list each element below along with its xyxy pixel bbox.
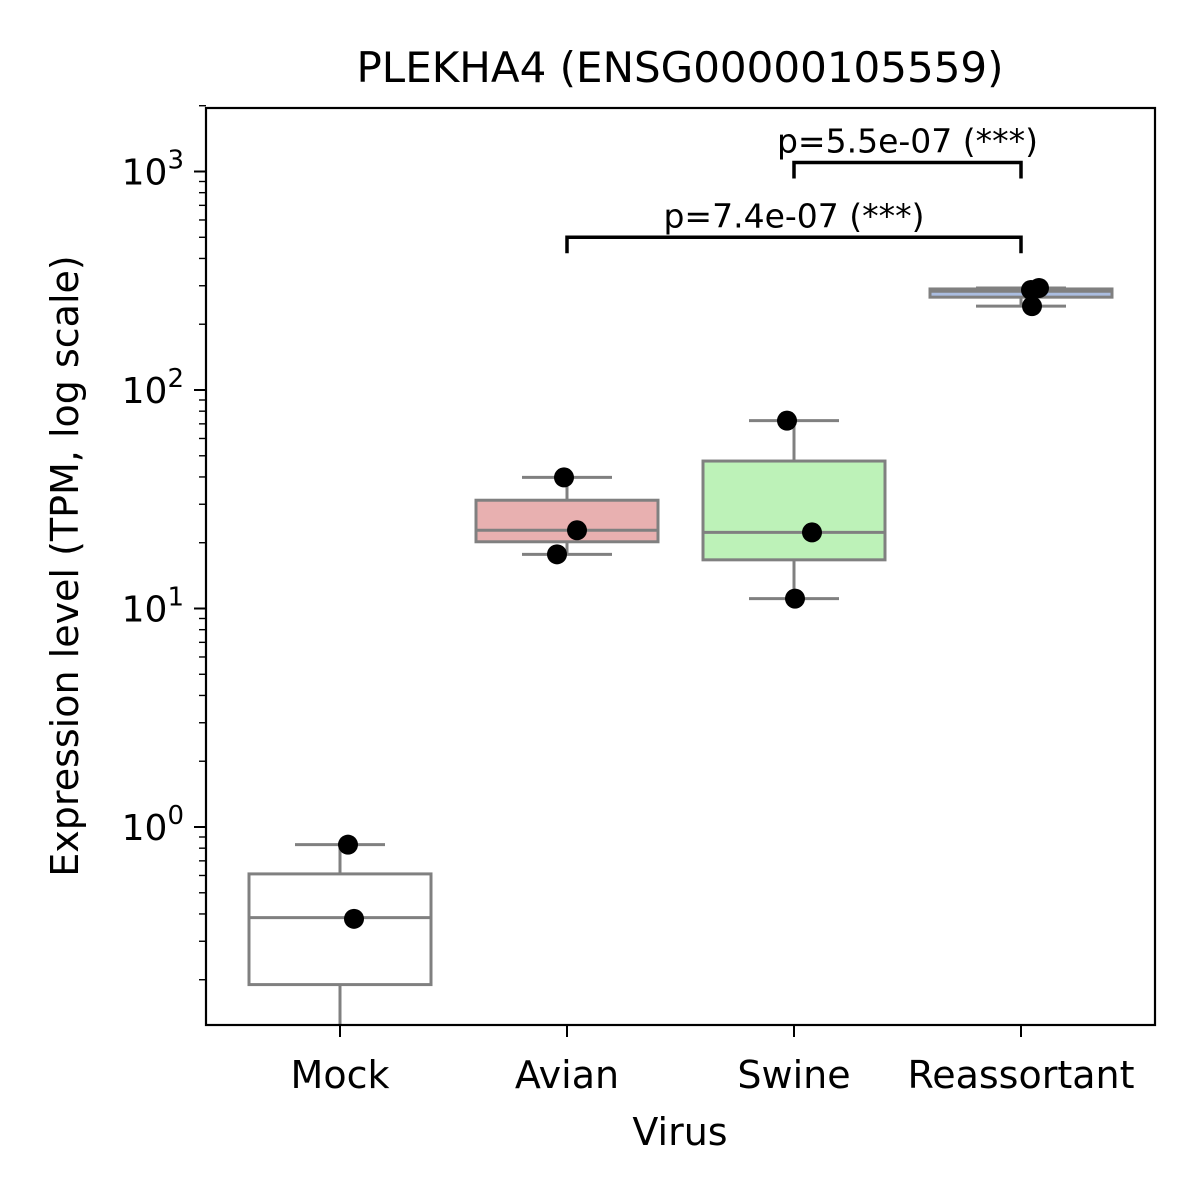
significance-bracket: p=5.5e-07 (***) bbox=[777, 121, 1038, 179]
data-point bbox=[338, 834, 358, 855]
bracket-line bbox=[565, 235, 1023, 254]
bracket-line bbox=[792, 160, 1023, 179]
x-tick-label: Mock bbox=[291, 1053, 390, 1097]
x-tick-label: Avian bbox=[515, 1053, 619, 1097]
y-tick-label: 102 bbox=[122, 364, 184, 412]
p-value-label: p=7.4e-07 (***) bbox=[663, 196, 924, 235]
plot-area bbox=[247, 277, 1114, 1025]
x-axis-label: Virus bbox=[632, 1110, 727, 1154]
p-value-label: p=5.5e-07 (***) bbox=[777, 121, 1038, 160]
data-point bbox=[554, 467, 574, 488]
data-point bbox=[344, 908, 364, 929]
data-point bbox=[1022, 296, 1042, 317]
y-axis: 100 101 102 103 bbox=[122, 105, 206, 981]
data-point bbox=[547, 544, 567, 565]
significance-bracket: p=7.4e-07 (***) bbox=[565, 196, 1023, 254]
y-tick-label: 100 bbox=[122, 801, 184, 849]
x-tick-label: Swine bbox=[737, 1053, 850, 1097]
data-point bbox=[777, 410, 797, 431]
plot-frame bbox=[204, 106, 1157, 1027]
data-point bbox=[567, 520, 587, 541]
data-point bbox=[802, 522, 822, 543]
chart-title: PLEKHA4 (ENSG00000105559) bbox=[356, 43, 1003, 92]
y-axis-label: Expression level (TPM, log scale) bbox=[43, 255, 87, 876]
data-point bbox=[1021, 279, 1041, 300]
box-reassortant bbox=[928, 287, 1114, 299]
box-swine bbox=[701, 459, 887, 562]
x-tick-label: Reassortant bbox=[908, 1053, 1135, 1097]
y-tick-label: 101 bbox=[122, 583, 184, 631]
y-tick-label: 103 bbox=[122, 146, 184, 194]
data-point bbox=[785, 588, 805, 609]
x-axis: Mock Avian Swine Reassortant bbox=[291, 1025, 1135, 1097]
box-avian bbox=[474, 498, 660, 544]
box-mock bbox=[247, 872, 433, 987]
